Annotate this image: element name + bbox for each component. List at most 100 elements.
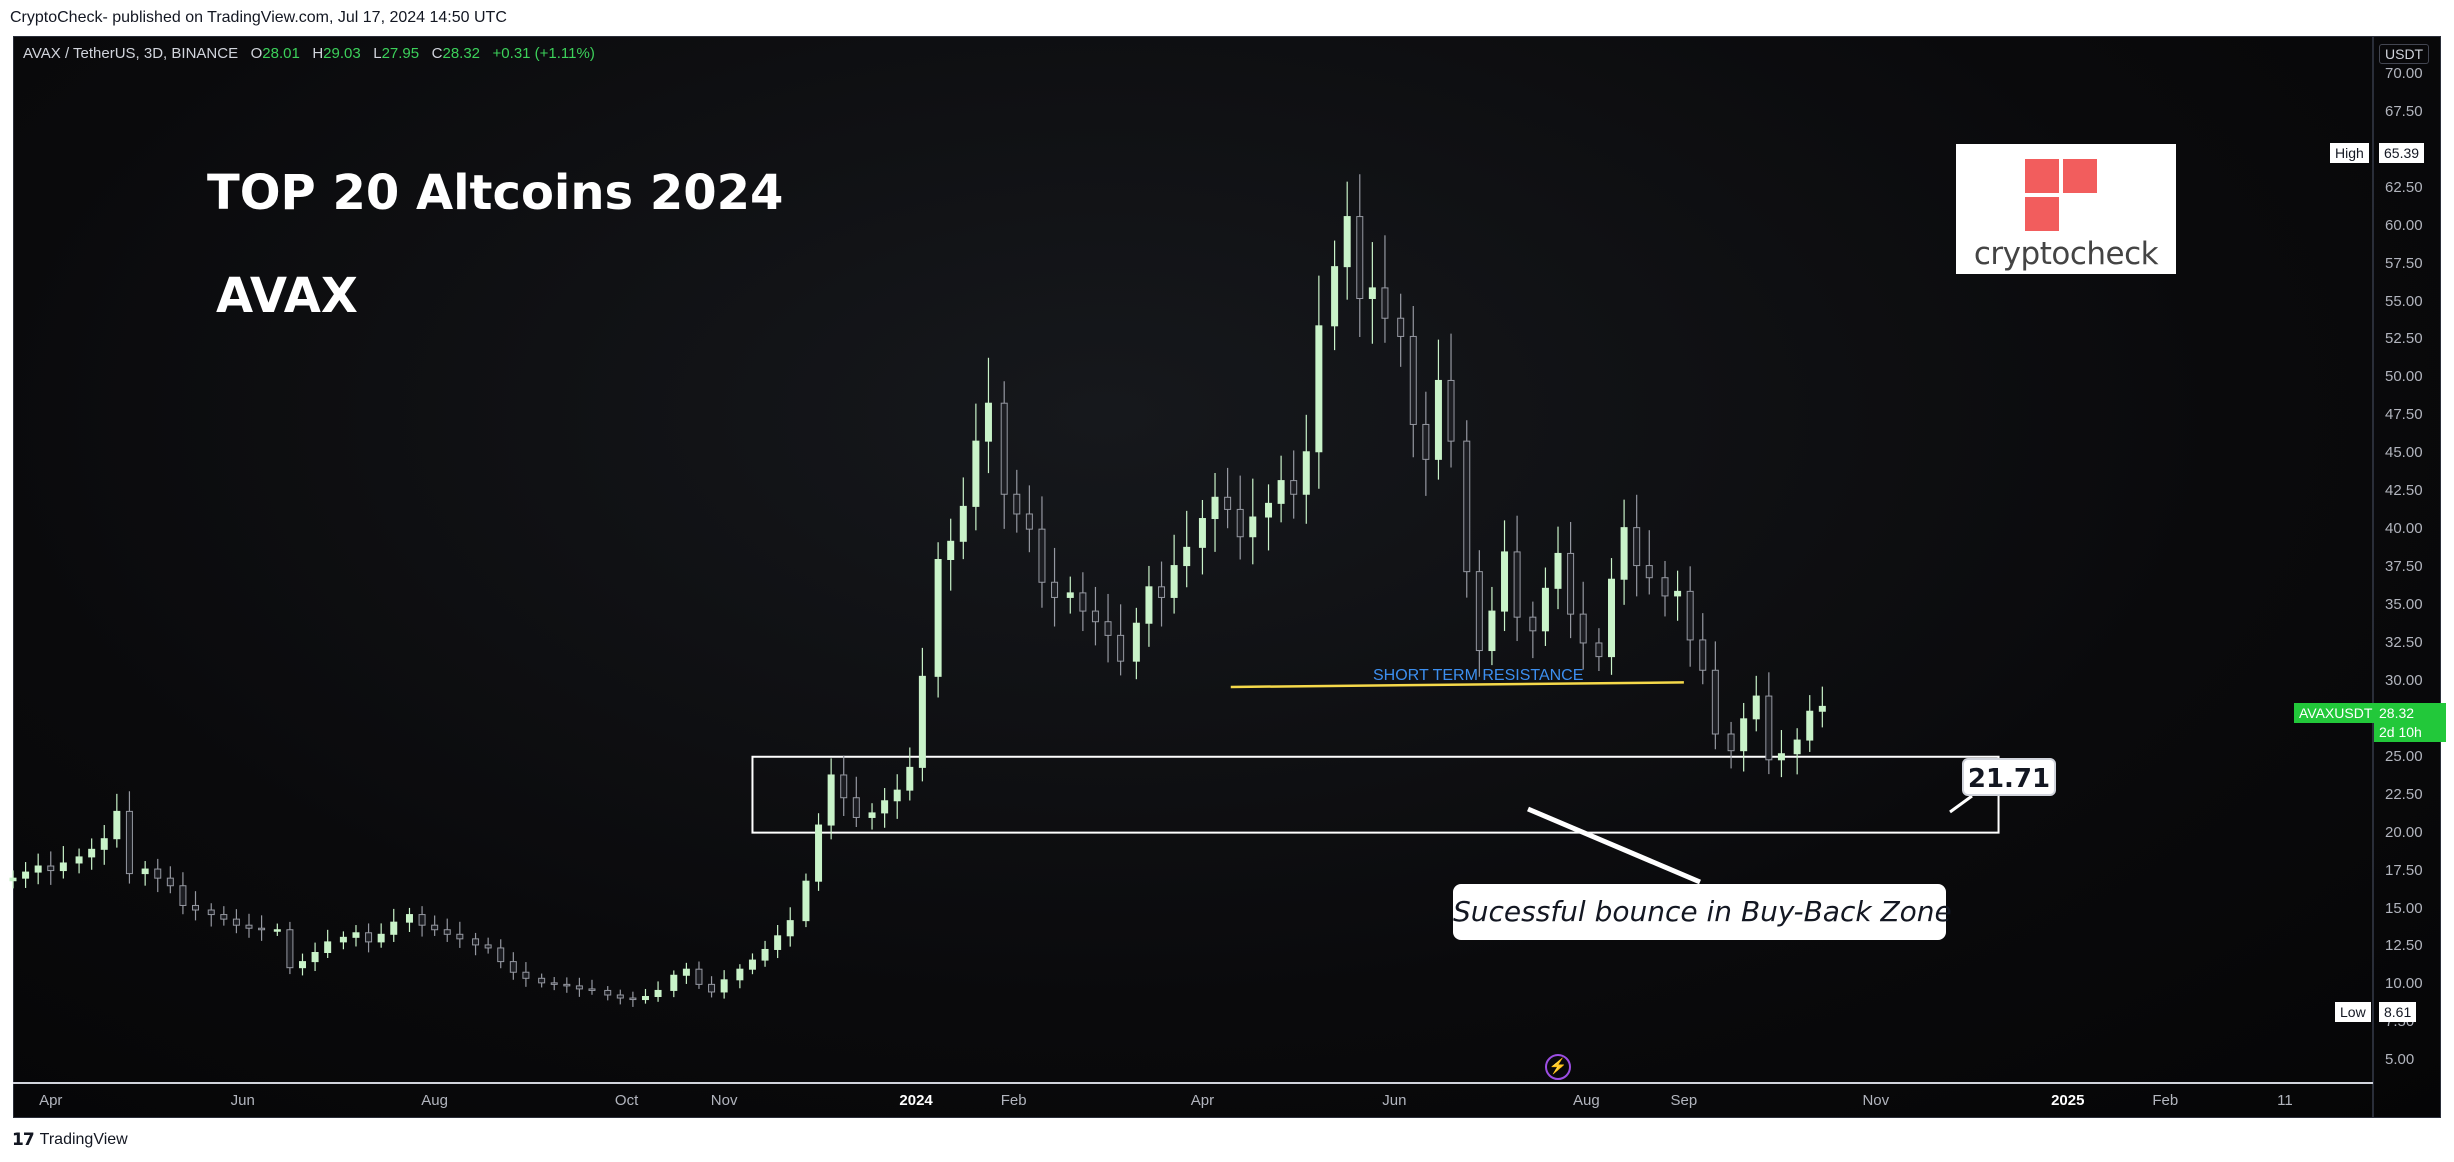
candle-down[interactable] bbox=[47, 865, 55, 872]
chart-title[interactable]: TOP 20 Altcoins 2024 bbox=[207, 165, 784, 221]
candle-down[interactable] bbox=[154, 868, 162, 879]
candle-up[interactable] bbox=[918, 675, 926, 768]
candle-down[interactable] bbox=[616, 994, 624, 999]
candle-up[interactable] bbox=[736, 968, 744, 981]
candle-up[interactable] bbox=[1541, 587, 1549, 632]
candle-up[interactable] bbox=[9, 877, 17, 882]
candle-up[interactable] bbox=[761, 948, 769, 961]
candle-up[interactable] bbox=[75, 856, 83, 864]
candle-up[interactable] bbox=[868, 812, 876, 818]
candle-up[interactable] bbox=[1793, 739, 1801, 755]
candle-down[interactable] bbox=[1463, 440, 1471, 573]
resistance-label[interactable]: SHORT TERM RESISTANCE bbox=[1373, 667, 1584, 684]
candle-down[interactable] bbox=[840, 774, 848, 799]
candle-up[interactable] bbox=[1170, 565, 1178, 598]
candle-up[interactable] bbox=[59, 862, 67, 872]
candle-down[interactable] bbox=[1579, 613, 1587, 644]
candle-down[interactable] bbox=[418, 914, 426, 926]
candle-up[interactable] bbox=[748, 959, 756, 970]
candle-up[interactable] bbox=[298, 961, 306, 969]
candle-down[interactable] bbox=[1686, 590, 1694, 641]
candle-down[interactable] bbox=[708, 983, 716, 993]
candle-up[interactable] bbox=[1132, 622, 1140, 662]
candle-down[interactable] bbox=[1117, 634, 1125, 662]
candle-up[interactable] bbox=[100, 838, 108, 850]
candle-up[interactable] bbox=[1674, 590, 1682, 597]
candle-up[interactable] bbox=[720, 979, 728, 993]
resistance-line[interactable] bbox=[1230, 681, 1684, 689]
candle-up[interactable] bbox=[405, 914, 413, 923]
candle-up[interactable] bbox=[1488, 610, 1496, 652]
candle-up[interactable] bbox=[786, 920, 794, 937]
candle-up[interactable] bbox=[1211, 496, 1219, 520]
candle-down[interactable] bbox=[588, 988, 596, 991]
buy-back-zone[interactable] bbox=[751, 755, 2000, 834]
lightning-icon[interactable]: ⚡ bbox=[1545, 1054, 1571, 1080]
candle-up[interactable] bbox=[1368, 287, 1376, 300]
candle-down[interactable] bbox=[1051, 581, 1059, 598]
candle-down[interactable] bbox=[1661, 577, 1669, 597]
candle-up[interactable] bbox=[390, 921, 398, 935]
candle-up[interactable] bbox=[972, 440, 980, 507]
candle-down[interactable] bbox=[365, 932, 373, 943]
candle-down[interactable] bbox=[443, 929, 451, 935]
candle-down[interactable] bbox=[522, 971, 530, 979]
candle-down[interactable] bbox=[484, 944, 492, 949]
candle-up[interactable] bbox=[827, 774, 835, 826]
candle-up[interactable] bbox=[1554, 552, 1562, 589]
candle-down[interactable] bbox=[1529, 616, 1537, 632]
candle-down[interactable] bbox=[472, 938, 480, 946]
price-chart[interactable] bbox=[0, 0, 2454, 1118]
candle-up[interactable] bbox=[141, 868, 149, 875]
price-label-tag[interactable]: 21.71 bbox=[1962, 758, 2056, 796]
candle-down[interactable] bbox=[538, 977, 546, 984]
candle-up[interactable] bbox=[959, 505, 967, 542]
candle-down[interactable] bbox=[1765, 695, 1773, 761]
candle-up[interactable] bbox=[377, 933, 385, 943]
candle-up[interactable] bbox=[893, 789, 901, 802]
candle-down[interactable] bbox=[852, 797, 860, 818]
candle-down[interactable] bbox=[1224, 496, 1232, 510]
candle-down[interactable] bbox=[431, 924, 439, 931]
candle-up[interactable] bbox=[1740, 718, 1748, 752]
candle-down[interactable] bbox=[1567, 552, 1575, 615]
candle-down[interactable] bbox=[1091, 610, 1099, 623]
candle-up[interactable] bbox=[1806, 710, 1814, 741]
candle-up[interactable] bbox=[906, 766, 914, 791]
candle-down[interactable] bbox=[1409, 335, 1417, 425]
bounce-callout[interactable]: Sucessful bounce in Buy-Back Zone bbox=[1453, 884, 1952, 940]
candle-up[interactable] bbox=[1777, 753, 1785, 761]
candle-up[interactable] bbox=[1501, 551, 1509, 612]
candle-up[interactable] bbox=[1265, 502, 1273, 518]
candle-up[interactable] bbox=[273, 929, 281, 932]
candle-up[interactable] bbox=[311, 952, 319, 963]
candle-down[interactable] bbox=[1422, 423, 1430, 460]
candle-up[interactable] bbox=[947, 540, 955, 561]
candle-down[interactable] bbox=[509, 961, 517, 973]
candle-up[interactable] bbox=[88, 848, 96, 858]
last-price-badge[interactable]: 28.32 2d 10h bbox=[2374, 703, 2446, 742]
candle-down[interactable] bbox=[179, 885, 187, 906]
candle-down[interactable] bbox=[1447, 379, 1455, 442]
ticker-badge[interactable]: AVAXUSDT bbox=[2294, 703, 2378, 723]
candle-down[interactable] bbox=[1038, 528, 1046, 583]
candle-up[interactable] bbox=[774, 935, 782, 950]
candle-down[interactable] bbox=[207, 909, 215, 916]
candle-up[interactable] bbox=[1818, 705, 1826, 712]
candle-down[interactable] bbox=[1727, 733, 1735, 752]
candle-up[interactable] bbox=[1249, 516, 1257, 538]
candle-down[interactable] bbox=[1290, 480, 1298, 495]
candle-down[interactable] bbox=[1397, 317, 1405, 337]
candle-down[interactable] bbox=[125, 810, 133, 875]
candle-up[interactable] bbox=[1198, 518, 1206, 548]
symbol-legend[interactable]: AVAX / TetherUS, 3D, BINANCE O28.01 H29.… bbox=[23, 45, 595, 62]
candle-down[interactable] bbox=[575, 985, 583, 990]
candle-up[interactable] bbox=[934, 559, 942, 677]
candle-up[interactable] bbox=[1434, 379, 1442, 460]
candle-up[interactable] bbox=[682, 968, 690, 976]
candle-up[interactable] bbox=[1302, 451, 1310, 495]
candle-down[interactable] bbox=[1475, 571, 1483, 652]
candle-up[interactable] bbox=[352, 932, 360, 938]
candle-up[interactable] bbox=[815, 824, 823, 882]
candle-down[interactable] bbox=[1645, 565, 1653, 579]
